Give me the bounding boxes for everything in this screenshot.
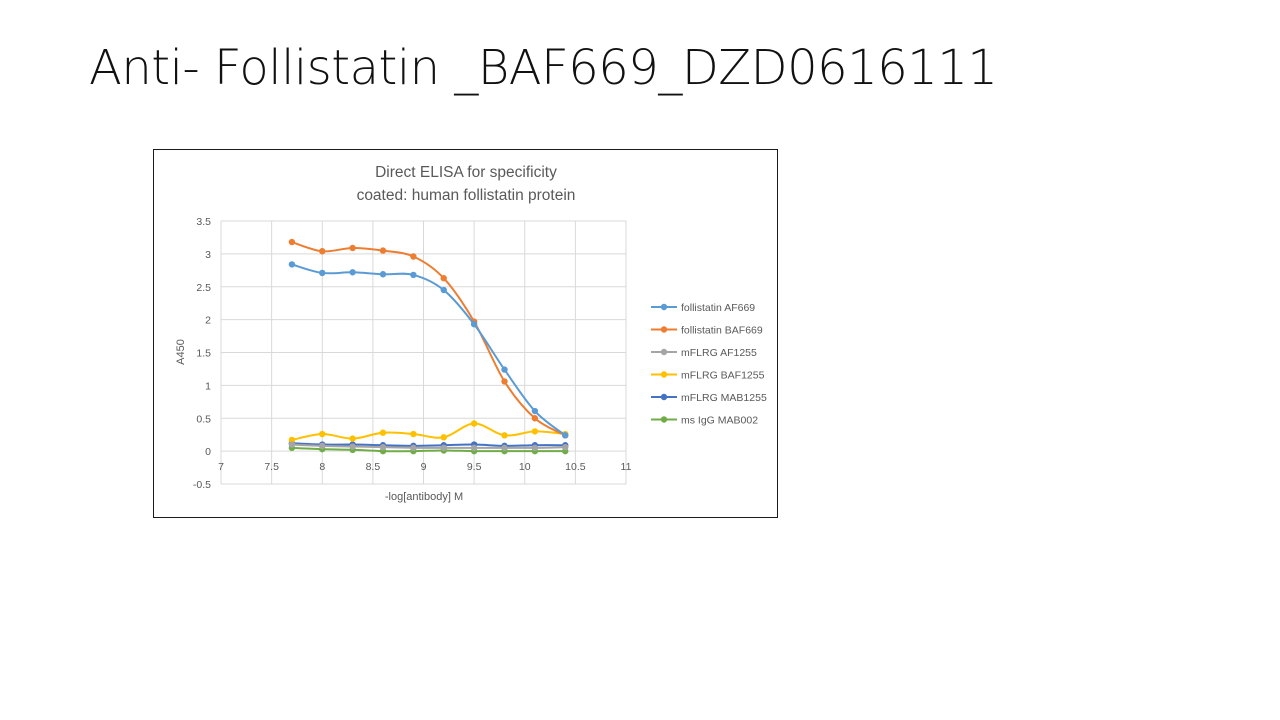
data-point bbox=[531, 415, 539, 422]
x-axis-label: -log[antibody] M bbox=[385, 491, 463, 503]
legend-label: follistatin BAF669 bbox=[681, 325, 763, 337]
x-tick-label: 7 bbox=[218, 461, 224, 473]
data-point bbox=[531, 444, 539, 452]
data-point bbox=[319, 430, 326, 438]
series-0 bbox=[288, 261, 569, 439]
series-1 bbox=[288, 238, 569, 439]
data-point bbox=[379, 429, 387, 436]
data-point bbox=[379, 443, 387, 451]
chart-title: Direct ELISA for specificity bbox=[375, 164, 557, 181]
legend-swatch-marker bbox=[660, 371, 668, 378]
slide-title: Anti- Follistatin _BAF669_DZD0616111 bbox=[89, 40, 998, 96]
y-tick-label: 1.5 bbox=[196, 348, 211, 360]
x-tick-label: 10.5 bbox=[565, 461, 586, 473]
chart-svg: Direct ELISA for specificity coated: hum… bbox=[175, 164, 767, 503]
y-tick-label: 1 bbox=[205, 380, 211, 392]
data-point bbox=[440, 286, 447, 294]
data-point bbox=[349, 269, 356, 276]
data-point bbox=[288, 441, 296, 448]
data-point bbox=[470, 420, 478, 427]
data-point bbox=[440, 434, 447, 441]
legend-entry: mFLRG MAB1255 bbox=[651, 392, 767, 404]
data-point bbox=[349, 244, 356, 252]
legend-swatch-marker bbox=[660, 326, 668, 333]
data-point bbox=[531, 428, 539, 435]
legend-entry: mFLRG AF1255 bbox=[651, 347, 757, 359]
legend-entry: follistatin AF669 bbox=[651, 302, 755, 314]
x-tick-label: 9.5 bbox=[467, 461, 482, 473]
data-point bbox=[470, 444, 478, 452]
legend-label: mFLRG MAB1255 bbox=[681, 392, 767, 404]
tick-labels: 7 7.5 8 8.5 9 9.5 10 10.5 11 -0.5 0 0.5 1 1.5 2 2.5 3 3.5 bbox=[193, 216, 632, 491]
x-tick-label: 10 bbox=[519, 461, 531, 473]
series-line bbox=[291, 263, 566, 437]
legend-label: follistatin AF669 bbox=[681, 302, 755, 314]
data-point bbox=[440, 444, 447, 452]
legend-swatch-marker bbox=[660, 303, 668, 311]
data-point bbox=[379, 247, 387, 254]
legend-entry: mFLRG BAF1255 bbox=[651, 370, 765, 382]
data-point bbox=[288, 261, 296, 268]
series-2 bbox=[288, 441, 569, 452]
data-point bbox=[410, 444, 417, 452]
data-point bbox=[410, 430, 417, 438]
y-tick-label: 2.5 bbox=[196, 282, 211, 294]
series-line bbox=[291, 422, 566, 441]
legend-label: ms IgG MAB002 bbox=[681, 415, 758, 427]
data-point bbox=[531, 407, 539, 415]
legend-label: mFLRG AF1255 bbox=[681, 347, 757, 359]
series bbox=[288, 238, 569, 455]
y-tick-label: -0.5 bbox=[193, 479, 211, 491]
data-point bbox=[440, 275, 447, 282]
y-axis-label: A450 bbox=[175, 339, 187, 365]
data-point bbox=[319, 248, 326, 255]
chart-subtitle: coated: human follistatin protein bbox=[357, 187, 576, 204]
y-tick-label: 0 bbox=[205, 446, 211, 458]
x-tick-label: 9 bbox=[421, 461, 427, 473]
legend-label: mFLRG BAF1255 bbox=[681, 370, 765, 382]
y-tick-label: 3 bbox=[205, 249, 211, 261]
data-point bbox=[319, 442, 326, 450]
data-point bbox=[379, 271, 387, 278]
x-tick-label: 8 bbox=[319, 461, 325, 473]
x-tick-label: 8.5 bbox=[366, 461, 381, 473]
data-point bbox=[319, 269, 326, 277]
y-tick-label: 0.5 bbox=[196, 413, 211, 425]
legend-entry: ms IgG MAB002 bbox=[651, 415, 758, 427]
data-point bbox=[410, 271, 417, 279]
data-point bbox=[501, 366, 508, 373]
data-point bbox=[501, 444, 508, 452]
data-point bbox=[410, 253, 417, 260]
legend: follistatin AF669 follistatin BAF669 mFLRG… bbox=[651, 302, 767, 427]
series-line bbox=[291, 443, 566, 449]
x-tick-label: 7.5 bbox=[264, 461, 279, 473]
series-3 bbox=[288, 420, 569, 444]
data-point bbox=[288, 238, 296, 246]
legend-swatch-marker bbox=[660, 348, 668, 356]
x-tick-label: 11 bbox=[621, 461, 632, 473]
series-line bbox=[291, 442, 566, 447]
data-point bbox=[562, 432, 569, 439]
data-point bbox=[349, 435, 356, 442]
legend-swatch-marker bbox=[660, 416, 668, 423]
data-point bbox=[470, 321, 478, 328]
data-point bbox=[349, 443, 356, 450]
data-point bbox=[501, 432, 508, 439]
legend-swatch-marker bbox=[660, 393, 668, 401]
grid bbox=[220, 220, 627, 485]
chart-area: Direct ELISA for specificity coated: hum… bbox=[153, 149, 778, 518]
y-tick-label: 2 bbox=[205, 315, 211, 327]
series-line bbox=[291, 241, 566, 437]
data-point bbox=[562, 443, 569, 451]
data-point bbox=[288, 436, 296, 444]
data-point bbox=[501, 378, 508, 385]
legend-entry: follistatin BAF669 bbox=[651, 325, 763, 337]
y-tick-label: 3.5 bbox=[196, 216, 211, 228]
series-line bbox=[291, 446, 566, 453]
